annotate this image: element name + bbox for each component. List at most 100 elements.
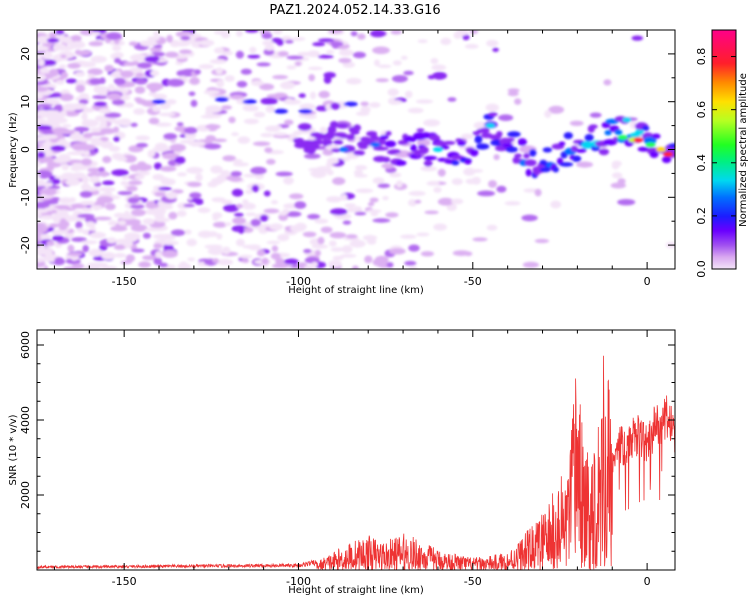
spectrogram-cell <box>128 41 138 46</box>
spectrogram-signal-cell <box>668 143 675 148</box>
spectrogram-cell <box>37 45 49 52</box>
spectrogram-cell <box>37 222 47 228</box>
spectrogram-cell <box>231 132 239 137</box>
spectrogram-cell <box>149 207 167 216</box>
colorbar-gradient <box>712 30 736 269</box>
spectrogram-cell <box>163 243 174 251</box>
spectrogram-cell <box>423 119 441 127</box>
spectrogram-cell <box>158 186 172 191</box>
snr-series-line <box>37 355 675 570</box>
spectrogram-cell <box>37 151 46 159</box>
spectrogram-cell <box>263 190 271 197</box>
spectrogram-signal-cell <box>507 131 521 138</box>
spectrogram-cell <box>317 54 334 59</box>
spectrogram-cell <box>136 142 148 148</box>
spectrogram-cell <box>53 106 64 112</box>
spectrogram-cell <box>50 145 66 152</box>
spectrogram-cell <box>81 186 99 192</box>
spectrogram-cell <box>329 240 337 247</box>
spectrogram-cell <box>153 31 160 37</box>
spectrogram-ylabel: Frequency (Hz) <box>8 112 19 188</box>
spectrogram-cell <box>243 118 259 125</box>
spectrogram-cell <box>61 71 68 79</box>
spectrogram-cell <box>65 78 77 84</box>
spectrogram-signal-cell <box>329 121 339 128</box>
spectrogram-cell <box>54 175 72 180</box>
spectrogram-cell <box>265 105 275 113</box>
spectrogram-cell <box>277 51 289 57</box>
spectrogram-cell <box>104 112 122 118</box>
spectrogram-cell <box>211 197 226 203</box>
spectrogram-cell <box>504 201 521 206</box>
spectrogram-cell <box>176 122 184 127</box>
spectrogram-cell <box>128 180 143 186</box>
spectrogram-cell <box>493 154 500 161</box>
spectrogram-cell <box>87 73 95 79</box>
spectrogram-cell <box>416 138 431 147</box>
spectrogram-cell <box>433 186 442 193</box>
spectrogram-signal-cell <box>642 125 650 131</box>
spectrogram-cell <box>364 255 373 264</box>
spectrogram-cell <box>408 191 426 196</box>
spectrogram-cell <box>256 62 271 67</box>
spectrogram-signal-cell <box>661 156 672 164</box>
spectrogram-cell <box>107 83 116 92</box>
spectrogram-cell <box>186 238 197 247</box>
spectrogram-signal-cell <box>524 159 537 167</box>
spectrogram-signal-cell <box>423 155 438 161</box>
spectrogram-signal-cell <box>529 149 537 157</box>
y-tick-label: 20 <box>19 47 32 61</box>
spectrogram-cell <box>84 265 101 269</box>
colorbar: 0.0 0.2 0.4 0.6 0.8 Normalized spectral ampl… <box>695 29 749 278</box>
spectrogram-cell <box>153 257 162 266</box>
spectrogram-cell <box>319 126 327 134</box>
spectrogram-cell <box>216 174 227 183</box>
spectrogram-cell <box>389 172 402 178</box>
spectrogram-cell <box>286 55 304 60</box>
spectrogram-signal-cell <box>589 124 598 129</box>
spectrogram-cell <box>147 36 160 41</box>
spectrogram-cell <box>114 77 126 86</box>
spectrogram-cell <box>165 191 178 200</box>
spectrogram-cell <box>230 94 245 100</box>
spectrogram-cell <box>90 139 104 147</box>
spectrogram-signal-cell <box>517 138 527 146</box>
spectrogram-signal-cell <box>558 141 566 146</box>
spectrogram-cell <box>68 197 76 203</box>
spectrogram-signal-cell <box>385 131 392 136</box>
spectrogram-cell <box>338 57 352 64</box>
spectrogram-cell <box>314 249 321 257</box>
spectrogram-signal-cell <box>505 146 518 153</box>
spectrogram-cell <box>272 30 283 35</box>
spectrogram-cell <box>79 93 90 100</box>
spectrogram-cell <box>349 239 366 248</box>
spectrogram-peak-cell <box>617 135 628 140</box>
spectrogram-cell <box>49 223 60 228</box>
spectrogram-cell <box>57 154 71 162</box>
spectrogram-cell <box>447 97 457 102</box>
spectrogram-cell <box>330 247 345 252</box>
spectrogram-cell <box>370 212 379 217</box>
spectrogram-cell <box>149 47 163 52</box>
spectrogram-cell <box>134 174 145 180</box>
spectrogram-signal-cell <box>651 133 661 139</box>
spectrogram-cell <box>237 136 251 144</box>
spectrogram-cell <box>147 149 156 158</box>
spectrogram-cell <box>631 35 644 41</box>
spectrogram-signal-cell <box>410 144 417 152</box>
spectrogram-cell <box>372 258 386 267</box>
spectrogram-cell <box>37 109 49 117</box>
spectrogram-signal-cell <box>388 149 401 154</box>
spectrogram-cell <box>195 173 203 182</box>
spectrogram-cell <box>612 172 623 179</box>
spectrogram-cell <box>70 103 87 110</box>
spectrogram-cell <box>303 249 312 254</box>
spectrogram-cell <box>353 169 363 176</box>
spectrogram-cell <box>108 145 121 152</box>
spectrogram-cell <box>261 257 269 265</box>
spectrogram-cell <box>37 69 41 75</box>
spectrogram-cell <box>465 178 478 185</box>
spectrogram-cell <box>212 221 228 228</box>
spectrogram-cell <box>264 45 275 51</box>
spectrogram-cell <box>340 194 348 201</box>
